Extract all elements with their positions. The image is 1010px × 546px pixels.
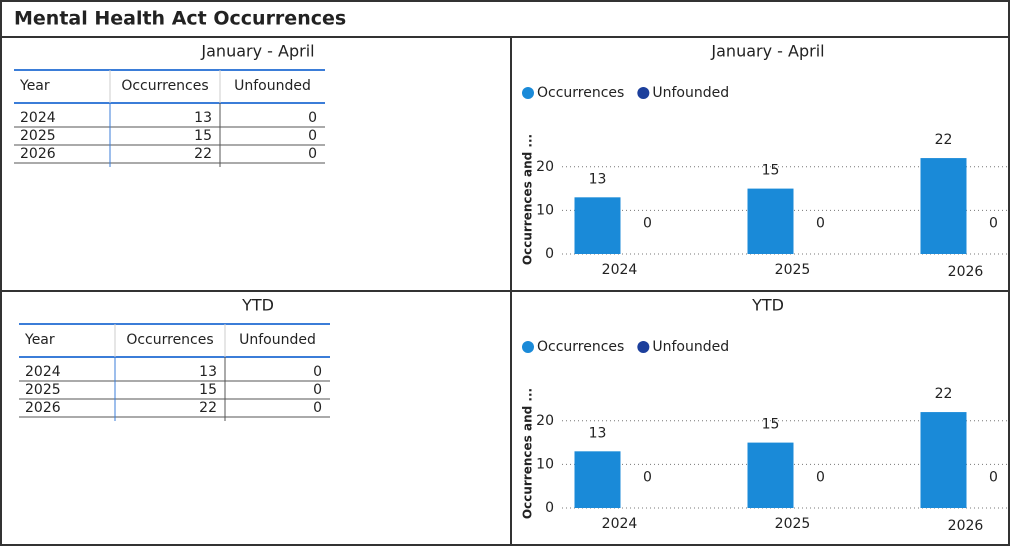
table-cell: 15 — [194, 128, 212, 144]
data-label: 15 — [762, 417, 780, 433]
table-cell: 0 — [313, 364, 322, 380]
legend-label: Occurrences — [537, 339, 624, 355]
column-header: Occurrences — [121, 78, 208, 94]
data-label: 13 — [589, 425, 607, 441]
x-tick-label: 2026 — [948, 264, 984, 280]
data-label: 0 — [989, 216, 998, 232]
table-cell: 22 — [194, 146, 212, 162]
table-cell: 0 — [313, 400, 322, 416]
column-header: Year — [19, 78, 50, 94]
legend-label: Unfounded — [652, 85, 729, 101]
table-cell: 13 — [199, 364, 217, 380]
data-label: 0 — [816, 216, 825, 232]
chart-title: January - April — [710, 42, 824, 61]
y-tick-label: 10 — [536, 456, 554, 472]
y-tick-label: 10 — [536, 202, 554, 218]
table-cell: 2026 — [20, 146, 56, 162]
data-label: 15 — [762, 163, 780, 179]
bar — [574, 197, 621, 254]
data-label: 0 — [643, 470, 652, 486]
legend-label: Unfounded — [652, 339, 729, 355]
data-label: 0 — [643, 216, 652, 232]
data-label: 22 — [935, 132, 953, 148]
legend-label: Occurrences — [537, 85, 624, 101]
legend-swatch — [522, 341, 534, 353]
column-header: Unfounded — [234, 78, 311, 94]
data-label: 0 — [816, 470, 825, 486]
column-header: Occurrences — [126, 332, 213, 348]
table-cell: 2025 — [20, 128, 56, 144]
chart-title: YTD — [751, 296, 784, 315]
data-label: 0 — [989, 470, 998, 486]
table-title: YTD — [241, 296, 274, 315]
y-tick-label: 0 — [545, 500, 554, 516]
table-cell: 2024 — [25, 364, 61, 380]
table-title: January - April — [200, 42, 314, 61]
y-tick-label: 0 — [545, 246, 554, 262]
column-header: Year — [24, 332, 55, 348]
y-axis-label: Occurrences and ... — [521, 388, 535, 519]
data-label: 22 — [935, 386, 953, 402]
data-label: 13 — [589, 171, 607, 187]
legend-swatch — [637, 87, 650, 99]
table-cell: 0 — [308, 110, 317, 126]
page-title: Mental Health Act Occurrences — [14, 8, 346, 30]
x-tick-label: 2025 — [775, 262, 811, 278]
table-cell: 22 — [199, 400, 217, 416]
legend-swatch — [637, 341, 650, 353]
bar — [920, 412, 967, 508]
table-cell: 2024 — [20, 110, 56, 126]
table-cell: 2026 — [25, 400, 61, 416]
x-tick-label: 2025 — [775, 516, 811, 532]
x-tick-label: 2026 — [948, 518, 984, 534]
table-cell: 15 — [199, 382, 217, 398]
table-cell: 0 — [313, 382, 322, 398]
y-axis-label: Occurrences and ... — [521, 134, 535, 265]
legend-swatch — [522, 87, 534, 99]
x-tick-label: 2024 — [602, 262, 638, 278]
x-tick-label: 2024 — [602, 516, 638, 532]
bar — [747, 188, 794, 254]
y-tick-label: 20 — [536, 413, 554, 429]
table-cell: 0 — [308, 146, 317, 162]
table-cell: 13 — [194, 110, 212, 126]
table-cell: 0 — [308, 128, 317, 144]
y-tick-label: 20 — [536, 159, 554, 175]
column-header: Unfounded — [239, 332, 316, 348]
bar — [747, 442, 794, 508]
bar — [920, 158, 967, 254]
bar — [574, 451, 621, 508]
table-cell: 2025 — [25, 382, 61, 398]
